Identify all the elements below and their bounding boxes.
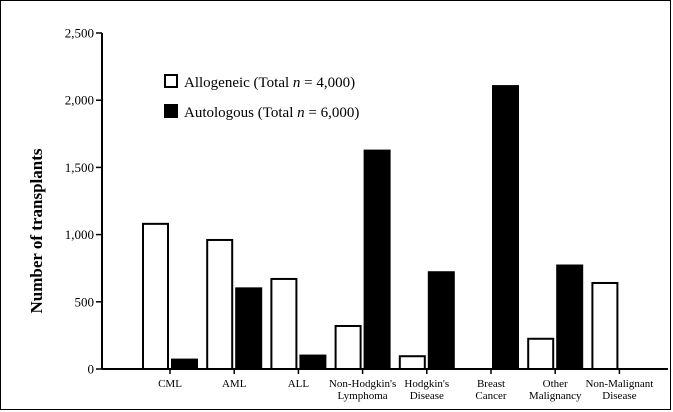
x-tick-label: Lymphoma <box>338 390 388 402</box>
legend-swatch <box>164 74 178 88</box>
y-tick-label: 1,000 <box>65 227 94 242</box>
legend: Allogeneic (Total n = 4,000)Autologous (… <box>164 74 359 121</box>
allogeneic-bar <box>527 337 555 371</box>
x-tick-label: ALL <box>288 378 310 390</box>
legend-label: Autologous (Total n = 6,000) <box>184 105 359 121</box>
autologous-bar <box>235 287 263 370</box>
allogeneic-bar <box>270 277 298 370</box>
legend-swatch <box>164 104 178 118</box>
legend-label-suffix: = 4,000) <box>300 75 355 91</box>
autologous-bar <box>363 149 391 370</box>
x-tick-label: Disease <box>410 390 444 402</box>
y-tick-label: 500 <box>75 294 95 309</box>
y-axis-label: Number of transplants <box>27 148 46 313</box>
autologous-bar <box>427 271 455 370</box>
allogeneic-bar <box>398 355 426 370</box>
allogeneic-bar <box>206 238 234 370</box>
legend-label-suffix: = 6,000) <box>305 105 360 121</box>
x-tick-label: Cancer <box>475 390 506 402</box>
legend-label-n: n <box>293 75 301 91</box>
allogeneic-bar <box>591 281 619 371</box>
x-tick-label: Hodgkin's <box>404 378 449 390</box>
x-tick-label: Non-Malignant <box>585 378 653 390</box>
allogeneic-bar <box>334 324 362 371</box>
x-tick-label: Disease <box>602 390 636 402</box>
legend-label: Allogeneic (Total n = 4,000) <box>184 75 355 91</box>
y-tick-label: 2,000 <box>65 93 94 108</box>
autologous-bar <box>556 264 584 370</box>
autologous-bar <box>492 85 519 370</box>
y-tick-label: 1,500 <box>65 160 94 175</box>
axes: 0 500 1,000 1,500 2,000 2,500 CML AML ALL Non-Hod… <box>65 26 668 402</box>
legend-label-prefix: Allogeneic (Total <box>184 75 293 91</box>
legend-label-prefix: Autologous (Total <box>184 105 297 121</box>
bars <box>142 85 619 371</box>
x-tick-label: Non-Hodgkin's <box>329 378 396 390</box>
x-tick-label: Other <box>543 378 568 390</box>
autologous-bar <box>171 358 198 371</box>
y-tick-label: 0 <box>88 362 95 377</box>
y-tick-label: 2,500 <box>65 26 94 41</box>
legend-label-n: n <box>297 105 305 121</box>
allogeneic-bar <box>142 222 169 370</box>
autologous-bar <box>299 354 327 370</box>
x-tick-label: CML <box>158 378 182 390</box>
x-tick-label: AML <box>222 378 247 390</box>
x-tick-label: Malignancy <box>529 390 582 402</box>
x-tick-label: Breast <box>477 378 505 390</box>
